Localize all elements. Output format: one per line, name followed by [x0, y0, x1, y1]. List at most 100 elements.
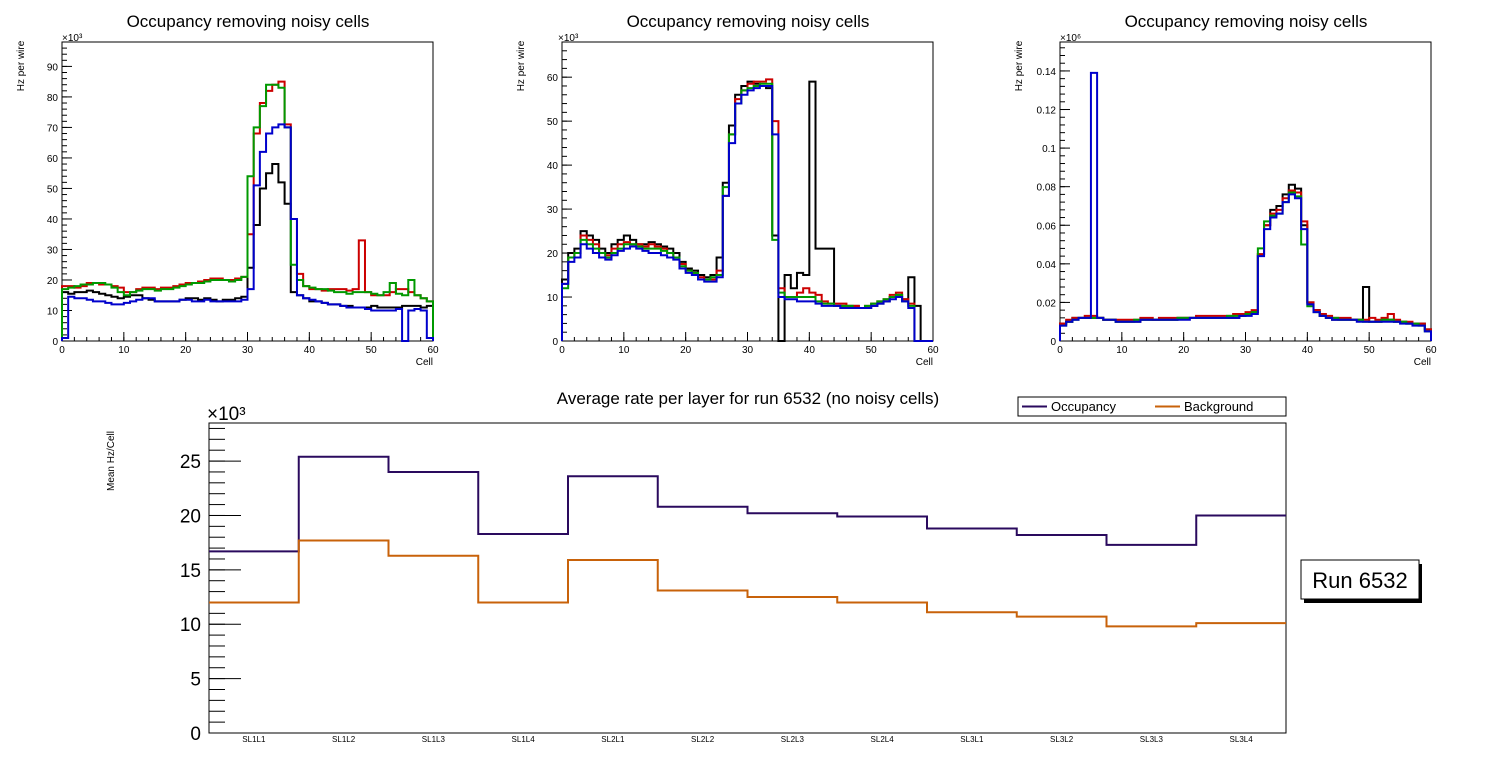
y-tick-label: 20 — [47, 276, 59, 287]
x-axis-label: Cell — [916, 357, 933, 368]
legend-box — [1017, 396, 1287, 417]
panel-title: Occupancy removing noisy cells — [627, 12, 870, 31]
y-axis-label: Hz per wire — [1014, 40, 1025, 91]
y-axis-label: Hz per wire — [16, 40, 27, 91]
y-exponent-label: ×10³ — [62, 33, 83, 44]
series-green — [561, 82, 933, 342]
y-tick-label: 0 — [552, 337, 558, 348]
y-exponent-label: ×10⁶ — [1060, 33, 1081, 44]
panel-title: Occupancy removing noisy cells — [1125, 12, 1368, 31]
run-label: Run 6532 — [1312, 568, 1407, 593]
x-tick-label: 40 — [304, 345, 316, 356]
x-category-label: SL2L3 — [781, 735, 805, 744]
x-axis-label: Cell — [416, 357, 433, 368]
y-tick-label: 50 — [547, 117, 559, 128]
x-tick-label: 0 — [559, 345, 565, 356]
y-exponent-label: ×10³ — [558, 33, 579, 44]
x-category-label: SL3L1 — [960, 735, 984, 744]
x-tick-label: 30 — [742, 345, 754, 356]
legend-label: Occupancy — [1051, 399, 1117, 414]
panel-3: Occupancy removing noisy cells Hz per wir… — [1014, 12, 1437, 368]
y-tick-label: 70 — [47, 123, 59, 134]
y-tick-label: 0.06 — [1037, 221, 1057, 232]
plot-frame — [208, 422, 1287, 734]
x-tick-label: 10 — [1116, 345, 1128, 356]
y-tick-label: 20 — [547, 249, 559, 260]
y-tick-label: 0.04 — [1037, 260, 1057, 271]
x-category-label: SL1L1 — [242, 735, 266, 744]
y-tick-label: 0.1 — [1042, 144, 1056, 155]
y-tick-label: 20 — [180, 506, 201, 527]
x-tick-label: 50 — [1364, 345, 1376, 356]
y-tick-label: 30 — [47, 245, 59, 256]
y-tick-label: 5 — [190, 670, 201, 691]
x-tick-label: 30 — [1240, 345, 1252, 356]
x-tick-label: 60 — [1425, 345, 1437, 356]
panel-4: Average rate per layer for run 6532 (no … — [106, 389, 1287, 745]
y-tick-label: 25 — [180, 452, 201, 473]
y-tick-label: 80 — [47, 93, 59, 104]
x-category-label: SL1L4 — [512, 735, 536, 744]
y-tick-label: 60 — [47, 154, 59, 165]
legend-label: Background — [1184, 399, 1253, 414]
panel-1: Occupancy removing noisy cells Hz per wir… — [16, 12, 439, 368]
x-tick-label: 10 — [118, 345, 130, 356]
y-tick-label: 10 — [547, 293, 559, 304]
y-tick-label: 0 — [190, 724, 201, 745]
y-tick-label: 0 — [1050, 337, 1056, 348]
series-blue — [1059, 71, 1432, 341]
y-tick-label: 0.12 — [1037, 106, 1057, 117]
x-tick-label: 0 — [1057, 345, 1063, 356]
series-background — [209, 539, 1286, 628]
y-tick-label: 0.14 — [1037, 67, 1057, 78]
x-tick-label: 60 — [427, 345, 439, 356]
y-axis-label: Hz per wire — [516, 40, 527, 91]
legend: Occupancy Background — [1017, 396, 1287, 417]
x-category-label: SL1L2 — [332, 735, 356, 744]
y-tick-label: 0 — [52, 337, 58, 348]
panel-title: Average rate per layer for run 6532 (no … — [557, 389, 939, 408]
x-category-label: SL3L3 — [1140, 735, 1164, 744]
plot-frame — [1059, 41, 1432, 342]
x-tick-label: 10 — [618, 345, 630, 356]
series-blue — [561, 84, 933, 342]
y-axis-label: Mean Hz/Cell — [106, 431, 117, 491]
x-tick-label: 40 — [804, 345, 816, 356]
panel-title: Occupancy removing noisy cells — [127, 12, 370, 31]
panel-2: Occupancy removing noisy cells Hz per wir… — [516, 12, 939, 368]
x-category-label: SL2L4 — [871, 735, 895, 744]
x-axis-label: Cell — [1414, 357, 1431, 368]
x-category-label: SL3L4 — [1230, 735, 1254, 744]
series-red — [1059, 189, 1432, 341]
series-occupancy — [209, 455, 1286, 553]
x-category-label: SL2L1 — [601, 735, 625, 744]
x-tick-label: 50 — [366, 345, 378, 356]
x-tick-label: 0 — [59, 345, 65, 356]
y-tick-label: 60 — [547, 73, 559, 84]
x-tick-label: 30 — [242, 345, 254, 356]
y-tick-label: 0.08 — [1037, 183, 1057, 194]
run-annotation: Run 6532 — [1300, 559, 1422, 603]
y-exponent-label: ×10³ — [207, 404, 246, 425]
x-tick-label: 20 — [680, 345, 692, 356]
y-tick-label: 40 — [547, 161, 559, 172]
x-tick-label: 20 — [180, 345, 192, 356]
x-tick-label: 60 — [927, 345, 939, 356]
x-category-label: SL3L2 — [1050, 735, 1074, 744]
x-category-label: SL2L2 — [691, 735, 715, 744]
series-green — [61, 83, 434, 341]
x-tick-label: 20 — [1178, 345, 1190, 356]
x-category-label: SL1L3 — [422, 735, 446, 744]
y-tick-label: 10 — [47, 306, 59, 317]
y-tick-label: 50 — [47, 184, 59, 195]
x-tick-label: 40 — [1302, 345, 1314, 356]
y-tick-label: 0.02 — [1037, 298, 1057, 309]
y-tick-label: 15 — [180, 561, 201, 582]
x-tick-label: 50 — [866, 345, 878, 356]
y-tick-label: 40 — [47, 215, 59, 226]
y-tick-label: 90 — [47, 62, 59, 73]
series-blue — [61, 123, 434, 342]
y-tick-label: 30 — [547, 205, 559, 216]
y-tick-label: 10 — [180, 615, 201, 636]
